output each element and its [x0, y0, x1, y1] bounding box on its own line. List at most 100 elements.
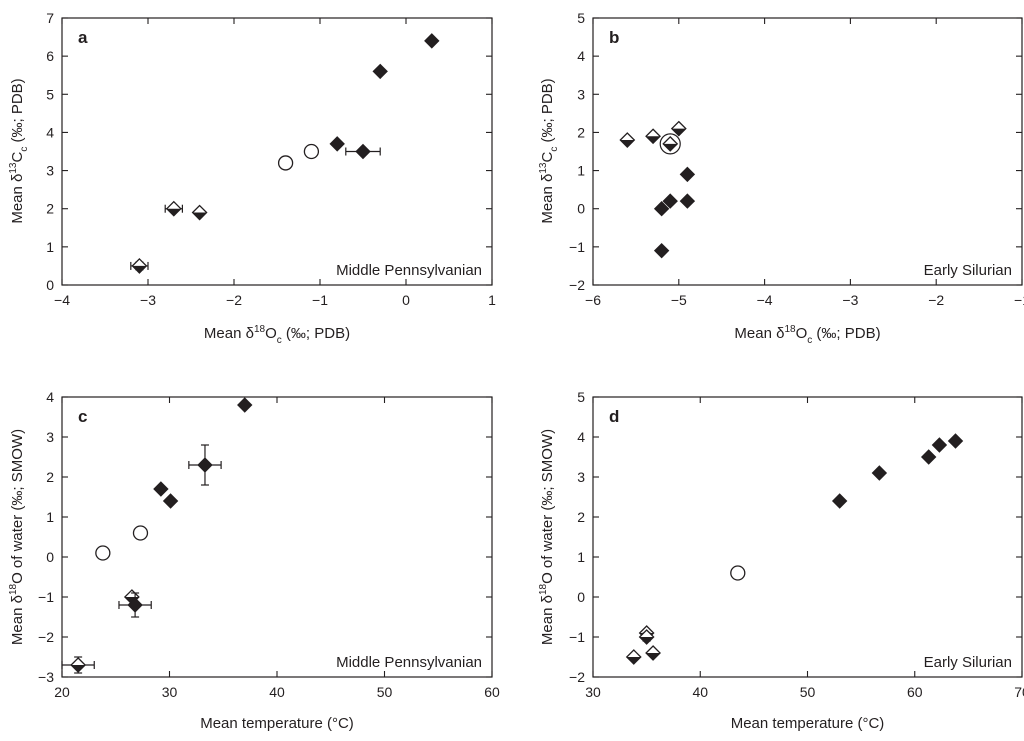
y-tick-label: 2 [577, 509, 585, 525]
data-point [95, 545, 111, 561]
y-tick-label: −3 [38, 669, 54, 685]
marker-open-circle [277, 155, 294, 171]
data-point [619, 132, 636, 148]
x-tick-label: 60 [907, 684, 923, 700]
x-tick-label: 70 [1014, 684, 1024, 700]
marker-filled-diamond [920, 449, 937, 465]
panel-annotation: Middle Pennsylvanian [336, 262, 482, 279]
y-tick-label: 5 [577, 389, 585, 405]
data-point [61, 656, 95, 674]
marker-filled-diamond [355, 143, 371, 160]
marker-open-circle [730, 565, 746, 581]
marker-filled-diamond [237, 397, 253, 413]
x-tick-label: 20 [54, 684, 70, 700]
panel-b: −6 −5 −4 −3 −2 −1 −2 −1 0 1 2 3 4 5 Mean δ18Oc (‰; PDB… [538, 10, 1024, 346]
plot-frame [592, 17, 1023, 286]
y-axis-label: Mean δ13Cc (‰; PDB) [538, 78, 560, 223]
marker-open-circle [132, 525, 149, 541]
data-point [670, 120, 687, 137]
marker-open-circle [303, 143, 320, 160]
data-point [831, 493, 848, 509]
y-tick-label: 2 [577, 124, 585, 140]
y-tick-label: −1 [38, 589, 54, 605]
x-tick-label: 0 [402, 292, 410, 308]
x-tick-label: −4 [54, 292, 70, 308]
panel-annotation: Early Silurian [924, 654, 1012, 671]
data-point [191, 204, 208, 221]
data-point [237, 397, 253, 413]
y-tick-label: −1 [569, 629, 585, 645]
marker-filled-diamond [329, 136, 345, 152]
data-point [424, 33, 440, 49]
y-tick-label: −2 [569, 277, 585, 293]
data-point [188, 444, 222, 486]
plot-frame [61, 17, 493, 286]
plot-frame [61, 396, 493, 678]
marker-filled-diamond [679, 193, 696, 209]
data-point [130, 258, 149, 274]
y-tick-label: 4 [46, 124, 54, 140]
x-tick-label: −3 [140, 292, 156, 308]
panel-letter: b [609, 28, 619, 47]
x-axis-label: Mean δ18Oc (‰; PDB) [734, 324, 880, 346]
y-tick-label: 0 [46, 277, 54, 293]
data-point [164, 200, 183, 217]
panel-c: 20 30 40 50 60 −3 −2 −1 0 1 2 3 4 Mean temperature (°… [8, 389, 500, 732]
marker-filled-diamond [831, 493, 848, 509]
marker-filled-diamond [947, 433, 964, 449]
y-tick-label: 2 [46, 201, 54, 217]
x-tick-label: −1 [312, 292, 328, 308]
y-axis-label: Mean δ13Cc (‰; PDB) [8, 78, 30, 223]
x-tick-label: 50 [377, 684, 393, 700]
data-point [329, 136, 345, 152]
x-tick-label: 40 [269, 684, 285, 700]
data-point [303, 143, 320, 160]
y-tick-label: 1 [577, 549, 585, 565]
marker-ring [659, 133, 681, 155]
data-point [653, 242, 670, 259]
data-point [679, 193, 696, 209]
panel-a: −4 −3 −2 −1 0 1 0 1 2 3 4 5 6 7 Mean δ18Oc (‰; PDB) Mea… [8, 10, 496, 346]
data-point [947, 433, 964, 449]
data-point [118, 592, 152, 618]
marker-filled-diamond [662, 193, 678, 209]
data-point [638, 629, 655, 645]
data-point [153, 481, 169, 497]
y-tick-label: 5 [577, 10, 585, 26]
data-point [679, 166, 696, 183]
data-point [730, 565, 746, 581]
x-axis-label: Mean δ18Oc (‰; PDB) [204, 324, 350, 346]
y-axis-label: Mean δ18O of water (‰; SMOW) [538, 429, 556, 645]
marker-filled-diamond [931, 437, 948, 453]
y-tick-label: 1 [577, 163, 585, 179]
y-axis-label: Mean δ18O of water (‰; SMOW) [8, 429, 26, 645]
data-point [132, 525, 149, 541]
marker-filled-diamond [197, 457, 213, 473]
y-tick-label: 3 [577, 86, 585, 102]
x-tick-label: 40 [692, 684, 708, 700]
data-point [653, 201, 670, 217]
y-tick-label: 7 [46, 10, 54, 26]
marker-filled-diamond [372, 63, 388, 80]
x-tick-label: 30 [585, 684, 601, 700]
y-tick-label: 1 [46, 239, 54, 255]
y-tick-label: 0 [577, 201, 585, 217]
marker-filled-diamond [653, 201, 670, 217]
y-tick-label: 4 [46, 389, 54, 405]
data-point [920, 449, 937, 465]
data-point [345, 143, 381, 160]
panel-annotation: Middle Pennsylvanian [336, 654, 482, 671]
y-tick-label: 3 [46, 163, 54, 179]
data-point [162, 493, 179, 509]
marker-filled-diamond [679, 166, 696, 183]
marker-filled-diamond [162, 493, 179, 509]
panel-letter: c [78, 407, 87, 426]
y-tick-label: 4 [577, 48, 585, 64]
data-point [277, 155, 294, 171]
x-axis-label: Mean temperature (°C) [731, 715, 885, 732]
y-tick-label: −1 [569, 239, 585, 255]
data-point [659, 133, 681, 155]
y-tick-label: 0 [46, 549, 54, 565]
marker-filled-diamond [871, 465, 888, 481]
